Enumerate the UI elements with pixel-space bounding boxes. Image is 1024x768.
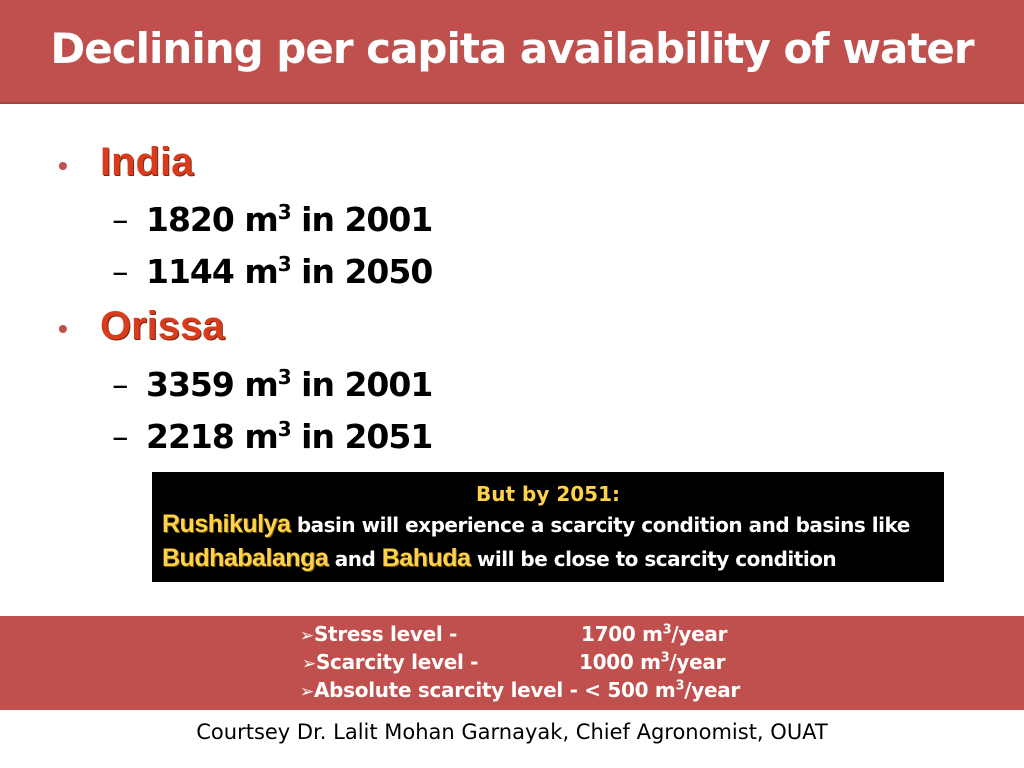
stat-row: –3359 m3 in 2001: [112, 365, 433, 404]
threshold-value: 1700 m: [581, 622, 663, 646]
dash-glyph: –: [112, 365, 129, 404]
basin-name-bahuda: Bahuda: [381, 544, 471, 572]
threshold-unit: /year: [671, 622, 728, 646]
callout-line-1: Rushikulya basin will experience a scarc…: [162, 510, 910, 539]
threshold-unit: /year: [669, 650, 726, 674]
threshold-scarcity: ➢Scarcity level -: [302, 650, 478, 674]
basin-name-budhabalanga: Budhabalanga: [162, 544, 329, 572]
bullet-orissa: •: [58, 313, 68, 344]
stat-row: –2218 m3 in 2051: [112, 417, 433, 456]
dash-glyph: –: [112, 252, 129, 291]
threshold-value: 1000 m: [579, 650, 661, 674]
threshold-label: Stress level -: [313, 622, 458, 646]
region-heading-orissa: Orissa: [100, 304, 225, 348]
threshold-superscript: 3: [675, 678, 685, 694]
dash-glyph: –: [112, 200, 129, 239]
threshold-unit: /year: [684, 678, 740, 702]
stat-year: in 2051: [290, 417, 433, 456]
stat-value: 1144 m: [146, 252, 279, 291]
title-bar: Declining per capita availability of wat…: [0, 0, 1024, 104]
threshold-superscript: 3: [662, 622, 672, 638]
dash-glyph: –: [112, 417, 129, 456]
callout-text: and: [328, 547, 382, 571]
callout-heading: But by 2051:: [476, 482, 620, 506]
callout-text: basin will experience a scarcity conditi…: [290, 513, 910, 537]
threshold-label: Absolute scarcity level - < 500 m: [313, 678, 676, 702]
stat-superscript: 3: [277, 417, 292, 441]
threshold-stress-value: 1700 m3/year: [581, 622, 728, 646]
stat-row: –1820 m3 in 2001: [112, 200, 433, 239]
threshold-stress: ➢Stress level -: [300, 622, 457, 646]
arrow-bullet-icon: ➢: [302, 654, 316, 674]
stat-superscript: 3: [277, 252, 292, 276]
bullet-india: •: [58, 150, 68, 181]
threshold-scarcity-value: 1000 m3/year: [579, 650, 726, 674]
stat-year: in 2001: [290, 365, 433, 404]
basin-name-rushikulya: Rushikulya: [162, 510, 291, 538]
thresholds-band: ➢Stress level - 1700 m3/year ➢Scarcity l…: [0, 616, 1024, 710]
arrow-bullet-icon: ➢: [300, 626, 314, 646]
stat-superscript: 3: [277, 365, 292, 389]
stat-value: 1820 m: [146, 200, 279, 239]
scarcity-callout-box: But by 2051: Rushikulya basin will exper…: [152, 472, 944, 582]
region-heading-india: India: [100, 140, 194, 184]
stat-row: –1144 m3 in 2050: [112, 252, 433, 291]
callout-line-2: Budhabalanga and Bahuda will be close to…: [162, 544, 837, 573]
stat-value: 3359 m: [146, 365, 279, 404]
stat-year: in 2050: [290, 252, 433, 291]
arrow-bullet-icon: ➢: [300, 682, 314, 702]
courtesy-credit: Courtsey Dr. Lalit Mohan Garnayak, Chief…: [196, 720, 828, 744]
slide-title: Declining per capita availability of wat…: [50, 24, 974, 73]
threshold-absolute-scarcity: ➢Absolute scarcity level - < 500 m3/year: [300, 678, 740, 702]
stat-value: 2218 m: [146, 417, 279, 456]
callout-text: will be close to scarcity condition: [470, 547, 837, 571]
threshold-superscript: 3: [660, 650, 670, 666]
stat-superscript: 3: [277, 200, 292, 224]
stat-year: in 2001: [290, 200, 433, 239]
threshold-label: Scarcity level -: [315, 650, 479, 674]
